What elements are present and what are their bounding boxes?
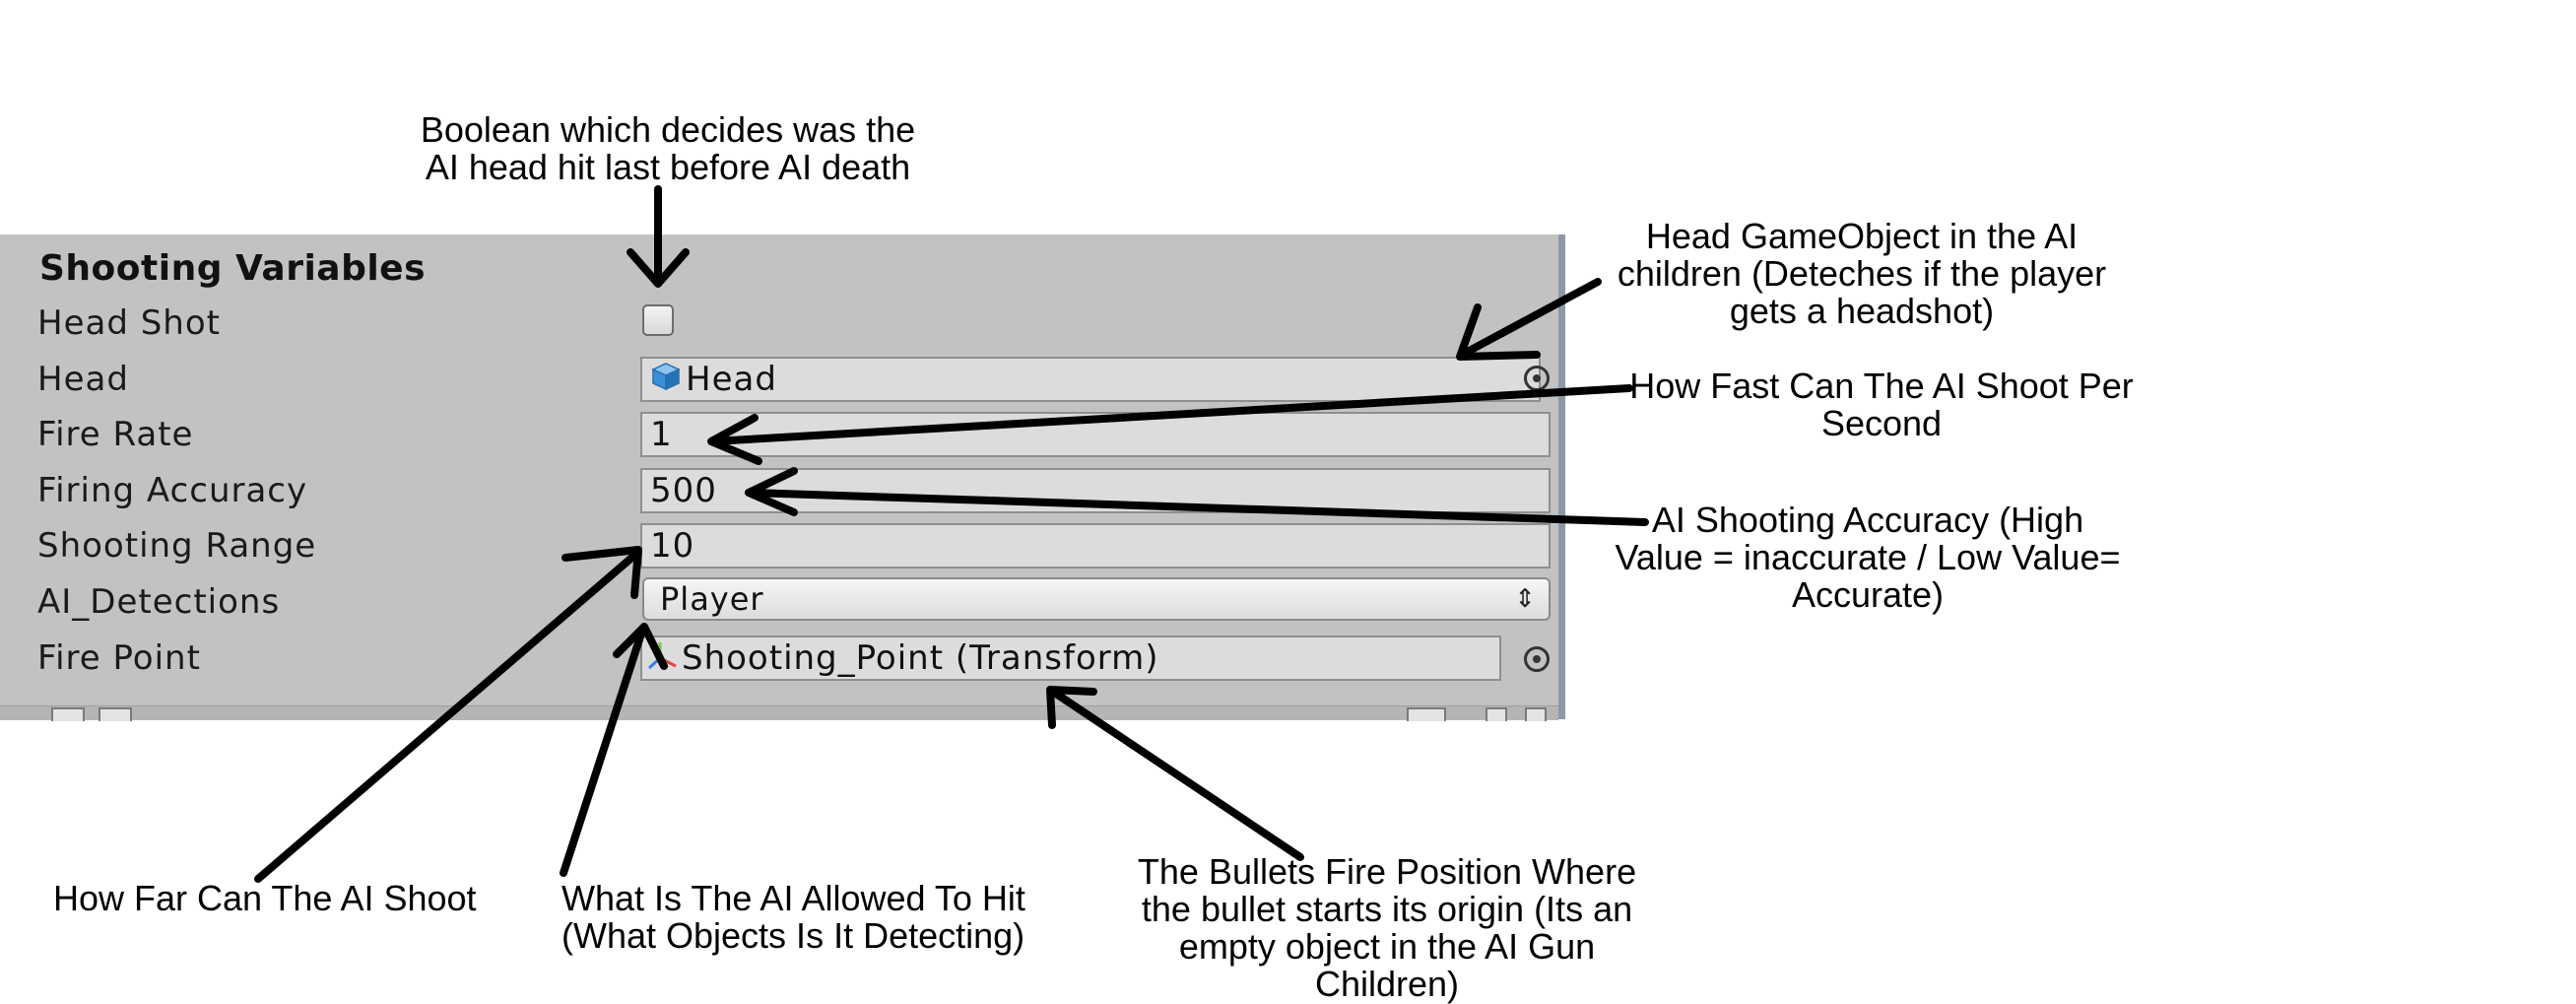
layout-icon[interactable] <box>1407 707 1446 721</box>
arrow-fire-point <box>1046 686 1304 861</box>
arrow-head-shot <box>627 185 690 288</box>
annotation-line: children (Deteches if the player <box>1617 253 2107 294</box>
arrow-firing-accuracy <box>745 467 1649 526</box>
annotation-fire-rate: How Fast Can The AI Shoot Per Second <box>1616 368 2147 442</box>
annotation-firing-accuracy: AI Shooting Accuracy (High Value = inacc… <box>1592 502 2144 614</box>
arrow-fire-rate <box>707 384 1633 465</box>
annotation-line: the bullet starts its origin (Its an <box>1141 889 1633 929</box>
annotation-line: Boolean which decides was the <box>420 109 916 150</box>
annotation-line: Children) <box>1314 964 1460 1004</box>
annotation-line: How Fast Can The AI Shoot Per <box>1629 366 2134 406</box>
annotation-fire-point: The Bullets Fire Position Where the bull… <box>1101 853 1673 1003</box>
annotation-line: AI head hit last before AI death <box>425 147 911 187</box>
head-shot-checkbox[interactable] <box>642 304 674 336</box>
inspector-bottom-bar <box>0 705 1558 720</box>
ai-detections-value: Player <box>660 580 764 618</box>
cube-icon <box>650 361 682 401</box>
head-shot-label: Head Shot <box>37 303 221 343</box>
annotation-line: Second <box>1820 403 1943 443</box>
arrow-ai-detections <box>560 623 668 877</box>
script-icon <box>51 707 85 721</box>
annotation-line: Value = inaccurate / Low Value= <box>1615 537 2121 577</box>
arrow-head <box>1456 278 1602 361</box>
annotation-line: empty object in the AI Gun <box>1178 926 1596 967</box>
annotation-line: AI Shooting Accuracy (High <box>1651 500 2084 540</box>
fire-rate-label: Fire Rate <box>37 415 194 454</box>
ai-detections-label: AI_Detections <box>37 582 281 622</box>
fire-point-object-value: Shooting_Point (Transform) <box>682 638 1159 678</box>
annotation-ai-detections: What Is The AI Allowed To Hit (What Obje… <box>561 880 1025 955</box>
fire-point-label: Fire Point <box>37 638 201 678</box>
ai-detections-dropdown[interactable]: Player ⇕ <box>642 577 1551 621</box>
fire-point-picker-icon[interactable] <box>1524 646 1550 672</box>
annotation-line: How Far Can The AI Shoot <box>53 878 477 918</box>
shooting-range-label: Shooting Range <box>37 526 317 566</box>
firing-accuracy-label: Firing Accuracy <box>37 471 308 510</box>
annotation-shooting-range: How Far Can The AI Shoot <box>53 880 477 917</box>
settings-icon[interactable] <box>1486 707 1507 721</box>
annotation-line: (What Objects Is It Detecting) <box>561 915 1025 956</box>
component-icon <box>99 707 132 721</box>
head-label: Head <box>37 360 129 399</box>
head-object-value: Head <box>686 360 777 399</box>
annotation-line: Head GameObject in the AI <box>1645 216 2079 256</box>
annotation-line: Accurate) <box>1791 574 1945 615</box>
annotation-head: Head GameObject in the AI children (Dete… <box>1596 218 2128 330</box>
shooting-range-input[interactable]: 10 <box>640 523 1551 569</box>
arrow-shooting-range <box>254 546 642 883</box>
dropdown-arrows-icon: ⇕ <box>1514 584 1537 614</box>
annotation-line: The Bullets Fire Position Where <box>1137 851 1637 892</box>
gear-icon[interactable] <box>1525 707 1547 721</box>
fire-point-object-field[interactable]: Shooting_Point (Transform) <box>640 636 1501 681</box>
annotation-line: gets a headshot) <box>1729 291 1995 331</box>
annotation-line: What Is The AI Allowed To Hit <box>561 878 1025 918</box>
head-object-field[interactable]: Head <box>640 357 1541 402</box>
annotation-head-shot: Boolean which decides was the AI head hi… <box>363 111 973 186</box>
section-title: Shooting Variables <box>39 248 427 289</box>
panel-scrollbar-edge <box>1558 234 1565 719</box>
